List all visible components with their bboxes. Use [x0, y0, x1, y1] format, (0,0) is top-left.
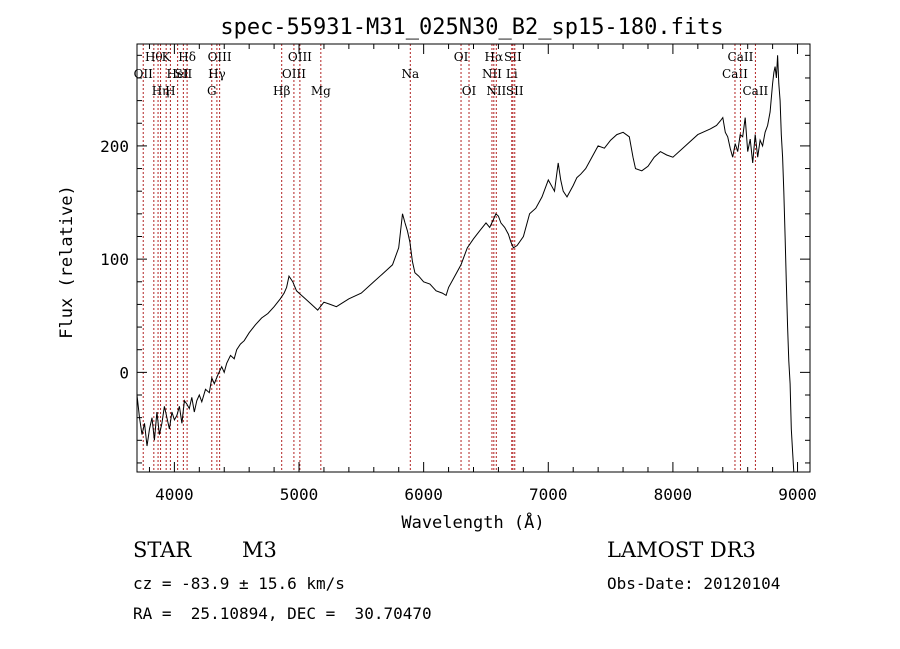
- emission-line-label-18: OI: [462, 84, 477, 98]
- redshift-velocity: cz = -83.9 ± 15.6 km/s: [133, 574, 345, 593]
- emission-line-label-9: G: [207, 84, 217, 98]
- axes: 4000 5000 6000 7000 8000 9000 0 100 200: [100, 44, 817, 504]
- observation-date: Obs-Date: 20120104: [607, 574, 781, 593]
- x-tick-label: 8000: [654, 485, 693, 504]
- y-tick-label: 200: [100, 137, 129, 156]
- emission-line-label-1: Hθ: [145, 50, 163, 64]
- plot-frame: [136, 43, 811, 473]
- emission-line-label-23: SII: [504, 50, 522, 64]
- survey-name: LAMOST DR3: [607, 538, 756, 562]
- emission-line-label-7: SII: [175, 67, 193, 81]
- emission-line-label-3: Hη: [152, 84, 170, 98]
- emission-line-label-19: NII: [482, 67, 502, 81]
- y-tick-label: 100: [100, 250, 129, 269]
- emission-line-label-24: SII: [506, 84, 524, 98]
- y-axis-label: Flux (relative): [57, 185, 77, 339]
- emission-line-label-14: OIII: [288, 50, 312, 64]
- x-tick-label: 4000: [155, 485, 194, 504]
- emission-line-label-16: Na: [401, 67, 419, 81]
- flux-series-line: [136, 55, 795, 473]
- emission-line-label-12: Hβ: [273, 84, 290, 98]
- chart-title: spec-55931-M31_025N30_B2_sp15-180.fits: [220, 15, 723, 40]
- emission-line-label-27: CaII: [742, 84, 768, 98]
- y-tick-label: 0: [119, 363, 129, 382]
- x-tick-label: 5000: [280, 485, 319, 504]
- x-tick-label: 9000: [778, 485, 817, 504]
- x-tick-label: 7000: [529, 485, 568, 504]
- emission-line-label-11: OIII: [208, 50, 232, 64]
- x-axis-label: Wavelength (Å): [401, 511, 544, 533]
- object-subclass: M3: [242, 538, 277, 562]
- emission-line-label-4: K: [162, 50, 172, 64]
- emission-line-label-21: NII: [486, 84, 506, 98]
- emission-line-label-22: Li: [506, 67, 518, 81]
- emission-line-label-17: OI: [454, 50, 469, 64]
- emission-line-label-15: Mg: [311, 84, 331, 98]
- emission-line-label-13: OIII: [282, 67, 306, 81]
- emission-line-label-20: Hα: [485, 50, 504, 64]
- emission-line-label-25: CaII: [722, 67, 748, 81]
- ra-dec: RA = 25.10894, DEC = 30.70470: [133, 604, 432, 623]
- emission-lines: OIIHθHηKHHeISIIHδGHγOIIIHβOIIIOIIIMgNaOI…: [134, 44, 769, 472]
- emission-line-label-26: CaII: [728, 50, 754, 64]
- emission-line-label-10: Hγ: [208, 67, 226, 81]
- object-class: STAR: [133, 538, 192, 562]
- emission-line-label-8: Hδ: [178, 50, 196, 64]
- emission-line-label-5: H: [165, 84, 175, 98]
- x-tick-label: 6000: [404, 485, 443, 504]
